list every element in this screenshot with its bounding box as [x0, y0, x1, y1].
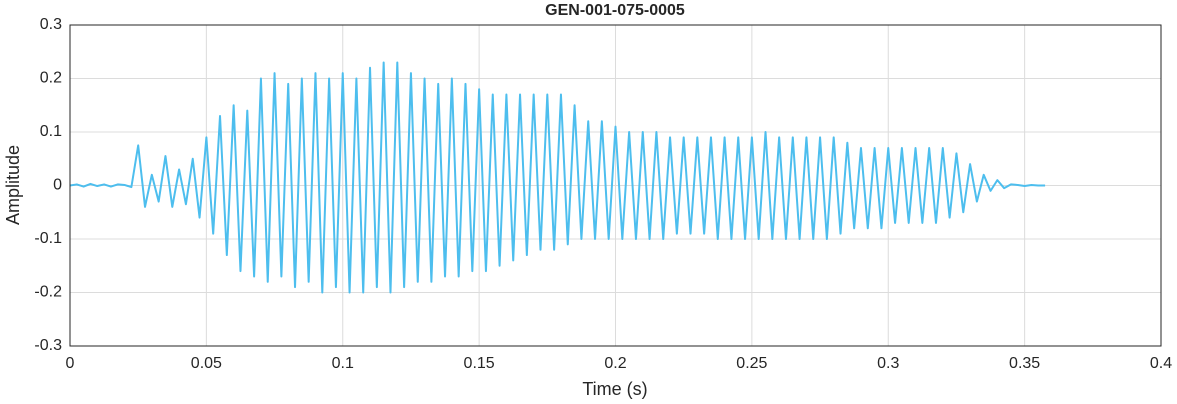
x-tick-label: 0.3 [877, 355, 899, 372]
x-tick-label: 0.15 [464, 355, 495, 372]
y-tick-label: 0.1 [40, 123, 62, 140]
y-tick-label: -0.3 [34, 337, 62, 354]
axes-box [69, 24, 1162, 347]
x-tick-label: 0.2 [604, 355, 626, 372]
x-tick-label: 0 [66, 355, 75, 372]
y-tick-label: 0.2 [40, 70, 62, 87]
y-tick-label: -0.2 [34, 284, 62, 301]
y-tick-label: 0 [53, 177, 62, 194]
x-tick-label: 0.35 [1009, 355, 1040, 372]
x-tick-label: 0.4 [1150, 355, 1172, 372]
x-tick-label: 0.1 [332, 355, 354, 372]
y-tick-label: 0.3 [40, 16, 62, 33]
waveform-line [69, 61, 1046, 294]
x-axis-label: Time (s) [582, 379, 647, 399]
x-tick-label: 0.25 [736, 355, 767, 372]
y-tick-label: -0.1 [34, 230, 62, 247]
x-tick-label: 0.05 [191, 355, 222, 372]
y-axis-label: Amplitude [3, 145, 23, 225]
chart-title: GEN-001-075-0005 [545, 2, 685, 19]
